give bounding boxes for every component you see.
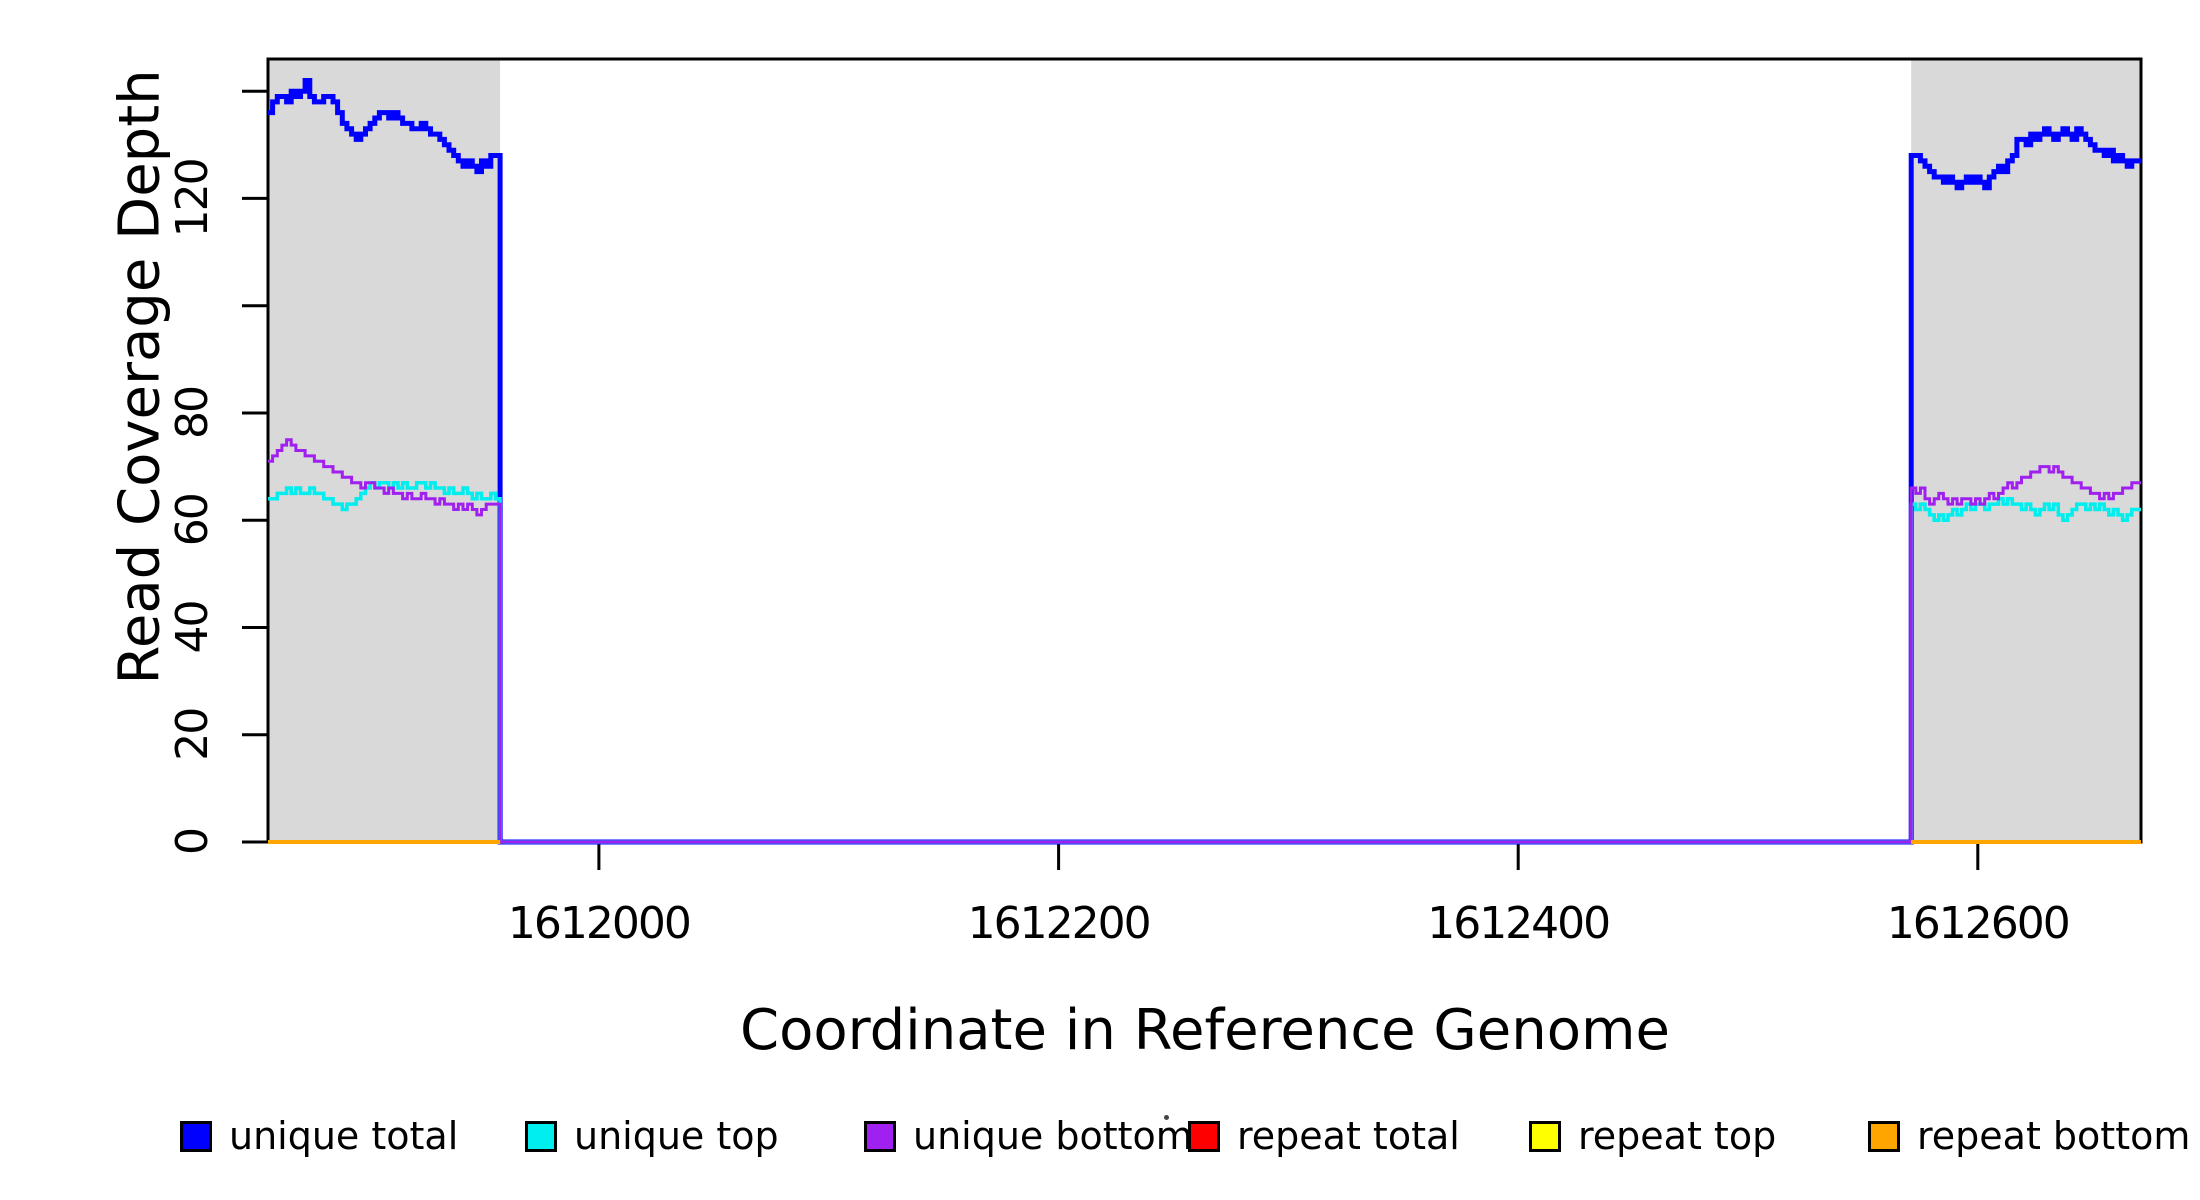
series-unique-bottom-line [268, 438, 2141, 844]
legend-swatch-unique-top [525, 1120, 557, 1152]
x-tick-label: 1612600 [1887, 898, 2069, 949]
legend-label: unique top [574, 1113, 779, 1158]
y-tick-label: 20 [167, 709, 218, 761]
y-tick-label: 120 [167, 159, 218, 237]
legend-label: unique bottom [913, 1113, 1193, 1158]
x-tick-label: 1612400 [1427, 898, 1609, 949]
series-unique-total-line [268, 78, 2141, 845]
y-tick-label: 60 [167, 494, 218, 546]
legend-item-unique-bottom: unique bottom [864, 1113, 1193, 1158]
y-tick-label: 80 [167, 387, 218, 439]
x-axis-title: Coordinate in Reference Genome [739, 998, 1671, 1063]
legend-item-repeat-total: repeat total [1188, 1113, 1460, 1158]
plot-border [266, 57, 2143, 844]
legend-swatch-repeat-bottom [1868, 1120, 1900, 1152]
y-tick-label: 0 [167, 829, 218, 855]
legend: unique total unique top unique bottom re… [0, 1113, 2200, 1180]
legend-swatch-unique-total [180, 1120, 212, 1152]
x-tick-label: 1612000 [508, 898, 690, 949]
legend-label: repeat top [1578, 1113, 1777, 1158]
legend-label: repeat bottom [1917, 1113, 2191, 1158]
legend-item-repeat-top: repeat top [1529, 1113, 1777, 1158]
series-unique-top-line [268, 480, 2141, 844]
legend-swatch-unique-bottom [864, 1120, 896, 1152]
legend-item-repeat-bottom: repeat bottom [1868, 1113, 2191, 1158]
stray-dot [1164, 1115, 1169, 1120]
legend-item-unique-total: unique total [180, 1113, 459, 1158]
x-tick-label: 1612200 [968, 898, 1150, 949]
legend-label: unique total [229, 1113, 459, 1158]
legend-swatch-repeat-total [1188, 1120, 1220, 1152]
shaded-region [1911, 59, 2141, 842]
legend-swatch-repeat-top [1529, 1120, 1561, 1152]
y-tick-label: 40 [167, 602, 218, 654]
y-axis-title: Read Coverage Depth [107, 69, 173, 685]
shaded-region [268, 59, 501, 842]
legend-label: repeat total [1237, 1113, 1460, 1158]
legend-item-unique-top: unique top [525, 1113, 779, 1158]
